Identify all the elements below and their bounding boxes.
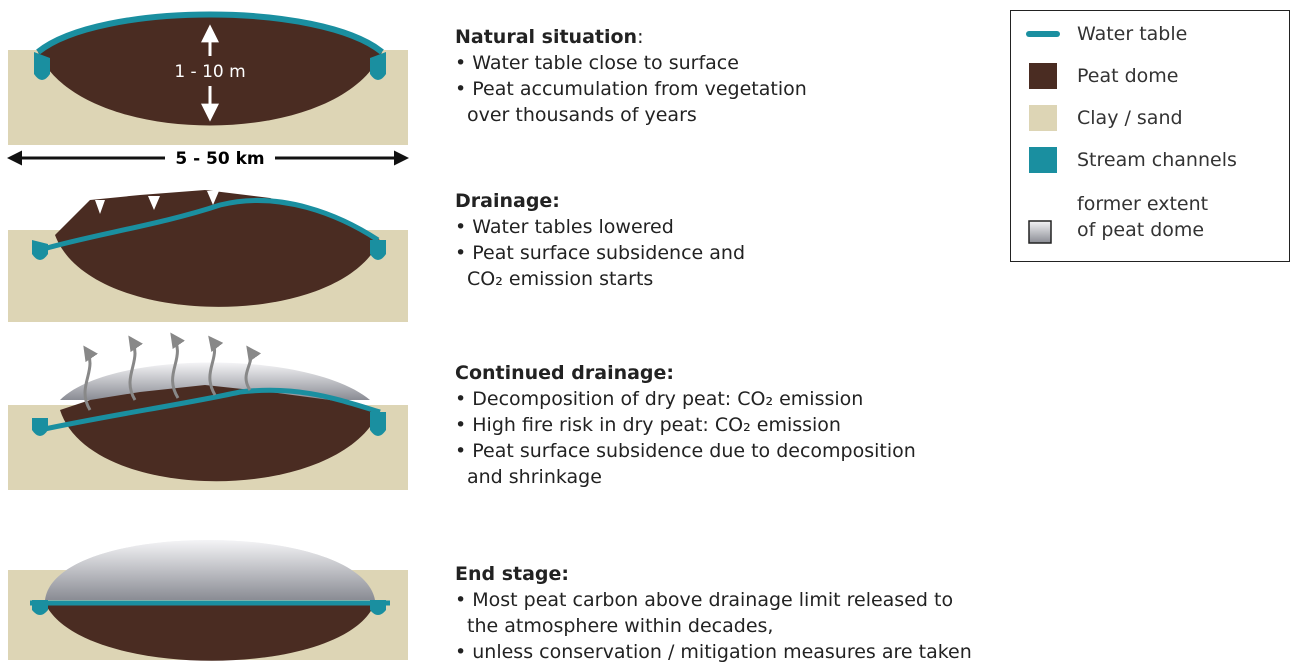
stage-title-text: Natural situation [455, 26, 637, 48]
bullet-line: and shrinkage [455, 464, 916, 490]
stage-title: Natural situation: [455, 24, 807, 50]
bullet-line: CO₂ emission starts [455, 266, 745, 292]
legend-label: Peat dome [1077, 63, 1179, 89]
stage-title-tail: : [637, 26, 643, 48]
bullet-line: • Peat accumulation from vegetation [455, 76, 807, 102]
bullet-line: • unless conservation / mitigation measu… [455, 639, 972, 665]
stage-text: Continued drainage:• Decomposition of dr… [455, 360, 916, 490]
bullet-line: over thousands of years [455, 102, 807, 128]
stage-title-text: Continued drainage: [455, 362, 674, 384]
stage-text: End stage:• Most peat carbon above drain… [455, 561, 972, 665]
bullet-line: • Peat surface subsidence and [455, 240, 745, 266]
diagrams: 1 - 10 m 5 - 50 km [0, 0, 420, 671]
legend-item: Clay / sand [1077, 105, 1183, 131]
height-label: 1 - 10 m [174, 62, 245, 82]
page: 1 - 10 m 5 - 50 km Natural situation:• W… [0, 0, 1304, 671]
stage-title: Continued drainage: [455, 360, 916, 386]
stage-title-text: End stage: [455, 563, 569, 585]
bullet-line: the atmosphere within decades, [455, 613, 972, 639]
panel-drainage [8, 190, 408, 322]
legend-item: Stream channels [1077, 147, 1237, 173]
legend-label: Clay / sand [1077, 105, 1183, 131]
stage-title: Drainage: [455, 188, 745, 214]
bullet-line: • Decomposition of dry peat: CO₂ emissio… [455, 386, 916, 412]
legend: Water table Peat dome Clay / sand Stream ch… [1010, 10, 1290, 262]
panel-natural: 1 - 10 m 5 - 50 km [8, 15, 408, 170]
legend-label: Stream channels [1077, 147, 1237, 173]
stage-title: End stage: [455, 561, 972, 587]
legend-label: Water table [1077, 21, 1187, 47]
legend-label: of peat dome [1077, 217, 1208, 243]
bullet-line: • Most peat carbon above drainage limit … [455, 587, 972, 613]
stage-text: Drainage:• Water tables lowered• Peat su… [455, 188, 745, 292]
legend-item: Water table [1077, 21, 1187, 47]
stage-title-text: Drainage: [455, 190, 560, 212]
bullet-line: • High fire risk in dry peat: CO₂ emissi… [455, 412, 916, 438]
bullet-line: • Water tables lowered [455, 214, 745, 240]
bullet-line: • Peat surface subsidence due to decompo… [455, 438, 916, 464]
legend-swatches [1011, 11, 1071, 261]
panel-end [8, 540, 408, 661]
stage-text: Natural situation:• Water table close to… [455, 24, 807, 128]
panel-continued [8, 335, 408, 490]
legend-item: Peat dome [1077, 63, 1179, 89]
width-label: 5 - 50 km [175, 149, 264, 169]
legend-label: former extent [1077, 191, 1208, 217]
bullet-line: • Water table close to surface [455, 50, 807, 76]
